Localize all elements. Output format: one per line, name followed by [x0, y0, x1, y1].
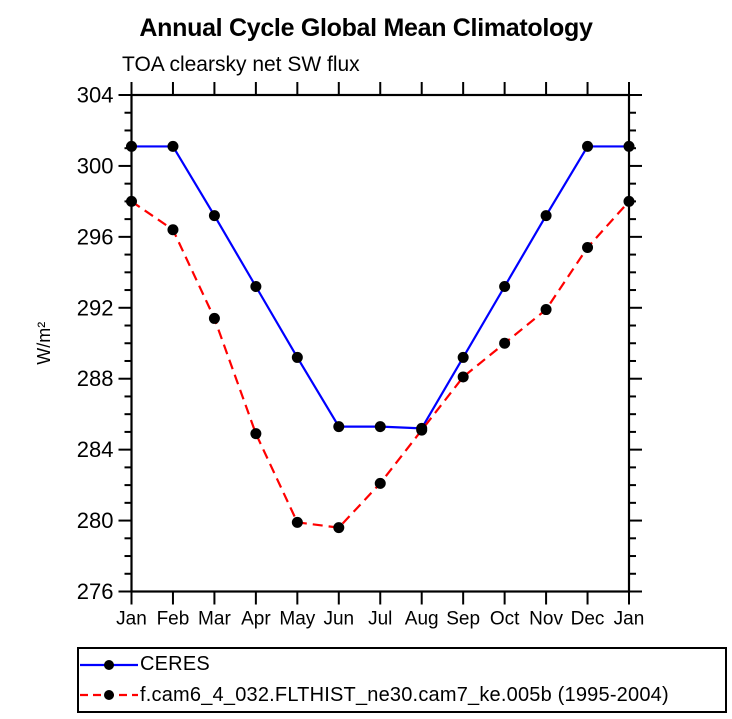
data-point-marker: [499, 337, 511, 349]
data-point-marker: [374, 477, 386, 489]
x-tick-label: Mar: [198, 609, 231, 630]
legend-entry-model: f.cam6_4_032.FLTHIST_ne30.cam7_ke.005b (…: [79, 680, 725, 710]
y-tick-label: 276: [77, 579, 114, 604]
y-tick-label: 304: [77, 83, 114, 108]
y-tick-label: 296: [77, 224, 114, 249]
x-tick-label: Jun: [323, 609, 354, 630]
data-point-marker: [250, 281, 262, 293]
x-tick-label: Dec: [571, 609, 605, 630]
y-tick-label: 280: [77, 508, 114, 533]
legend-marker-dot: [104, 690, 114, 701]
chart-title: Annual Cycle Global Mean Climatology: [139, 14, 593, 42]
y-tick-label: 292: [77, 295, 114, 320]
data-point-marker: [582, 241, 594, 253]
data-point-marker: [126, 140, 137, 152]
x-tick-label: Nov: [529, 609, 563, 630]
x-tick-label: Jul: [368, 609, 392, 630]
legend-label-ceres: CERES: [140, 653, 210, 676]
legend-label-model: f.cam6_4_032.FLTHIST_ne30.cam7_ke.005b (…: [140, 683, 669, 706]
x-tick-label: Sep: [446, 609, 480, 630]
data-point-marker: [167, 224, 179, 236]
series-line-ceres: [131, 145, 629, 430]
data-point-marker: [333, 421, 345, 433]
data-point-marker: [457, 371, 469, 383]
data-point-marker: [208, 210, 220, 222]
x-tick-label: May: [279, 609, 315, 630]
data-point-marker: [457, 351, 469, 363]
y-tick-label: 300: [77, 153, 114, 178]
data-point-marker: [374, 421, 386, 433]
x-tick-label: Jan: [116, 609, 147, 630]
data-point-marker: [333, 522, 345, 534]
legend-box: CERES f.cam6_4_032.FLTHIST_ne30.cam7_ke.…: [77, 647, 727, 713]
data-point-marker: [582, 140, 594, 152]
legend-line-sample-dashed: [80, 690, 138, 701]
data-point-marker: [291, 516, 303, 528]
legend-marker-dot: [104, 659, 114, 670]
data-point-marker: [540, 210, 552, 222]
x-tick-label: Oct: [490, 609, 520, 630]
data-point-marker: [623, 195, 635, 207]
data-point-marker: [416, 424, 428, 436]
x-tick-label: Jan: [614, 609, 645, 630]
data-point-marker: [208, 312, 220, 324]
data-point-marker: [126, 195, 137, 207]
axes-frame: [130, 93, 631, 593]
y-axis-label: W/m²: [34, 322, 54, 365]
data-point-marker: [499, 281, 511, 293]
legend-line-sample-solid: [80, 659, 138, 670]
data-point-marker: [540, 304, 552, 316]
chart-subtitle: TOA clearsky net SW flux: [122, 53, 360, 76]
y-tick-label: 284: [77, 437, 114, 462]
x-tick-label: Apr: [241, 609, 271, 630]
y-tick-label: 288: [77, 366, 114, 391]
legend-entry-ceres: CERES: [79, 650, 725, 680]
data-point-marker: [250, 428, 262, 440]
data-point-marker: [623, 140, 635, 152]
x-tick-label: Aug: [405, 609, 439, 630]
x-tick-label: Feb: [157, 609, 190, 630]
data-point-marker: [291, 351, 303, 363]
data-point-marker: [167, 140, 179, 152]
